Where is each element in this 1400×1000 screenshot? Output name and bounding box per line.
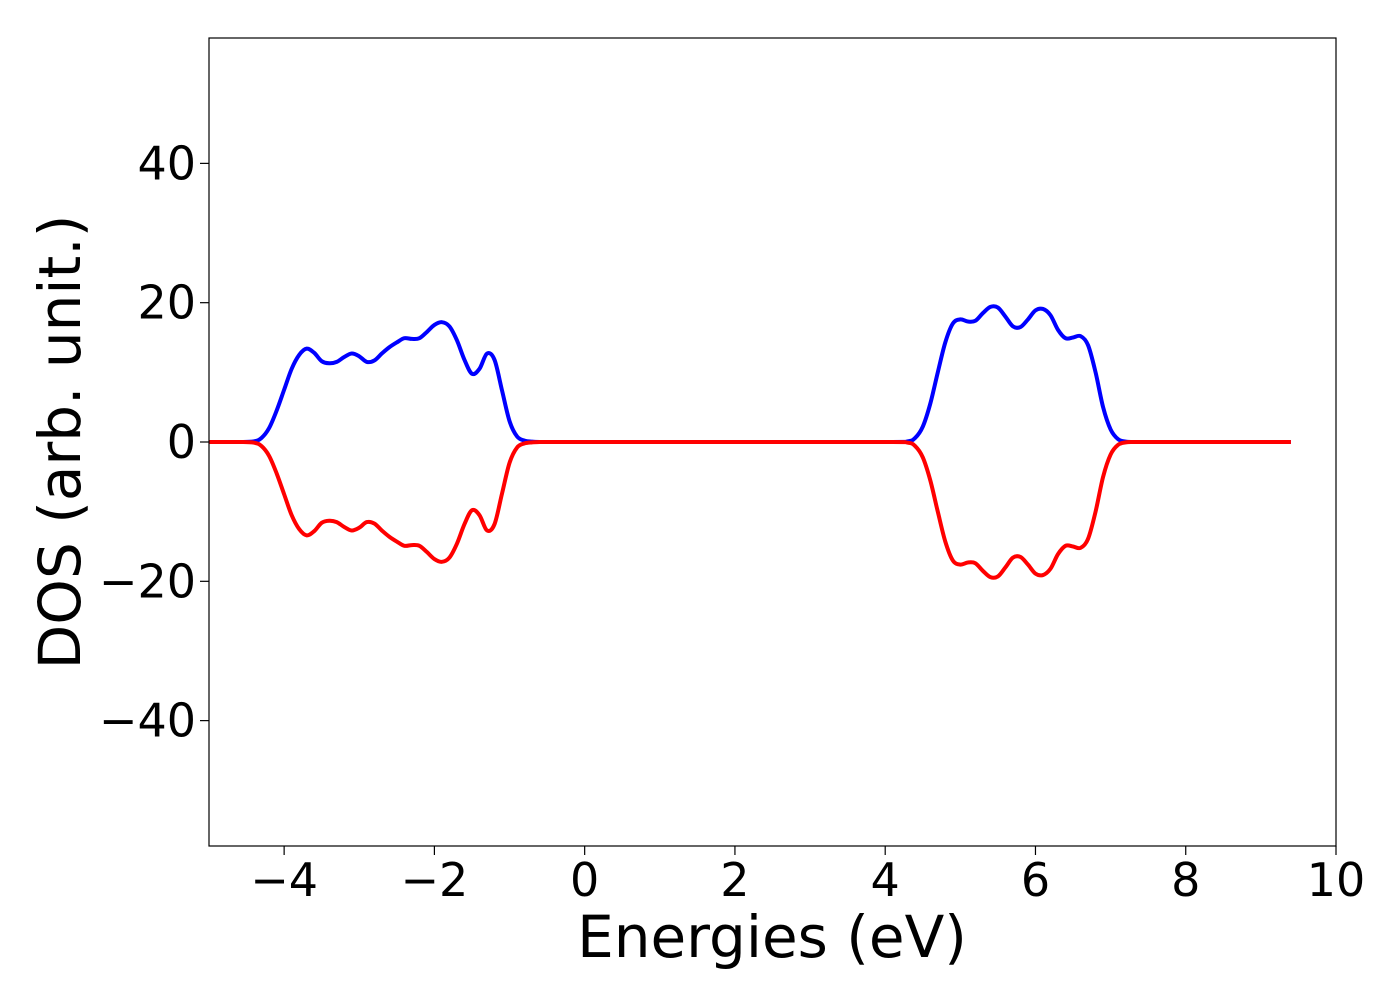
x-tick-label: 8	[1171, 853, 1200, 907]
y-tick-label: −20	[99, 554, 196, 608]
x-tick-label: 6	[1021, 853, 1050, 907]
x-tick-label: 10	[1307, 853, 1366, 907]
x-tick-label: 2	[720, 853, 749, 907]
y-tick-label: 0	[167, 415, 196, 469]
series-line-spin-down	[208, 439, 1291, 580]
y-axis: −40 −20 0 20 40	[99, 136, 209, 748]
y-axis-title: DOS (arb. unit.)	[26, 215, 94, 670]
x-axis: −4 −2 0 2 4 6 8 10	[250, 846, 1365, 907]
y-tick-label: 40	[137, 136, 196, 190]
y-tick-label: −40	[99, 694, 196, 748]
x-tick-label: −2	[400, 853, 468, 907]
x-tick-label: 4	[871, 853, 900, 907]
x-tick-label: −4	[250, 853, 318, 907]
x-axis-title: Energies (eV)	[577, 903, 967, 971]
series-layer	[208, 304, 1291, 580]
y-tick-label: 20	[137, 276, 196, 330]
x-tick-label: 0	[570, 853, 599, 907]
